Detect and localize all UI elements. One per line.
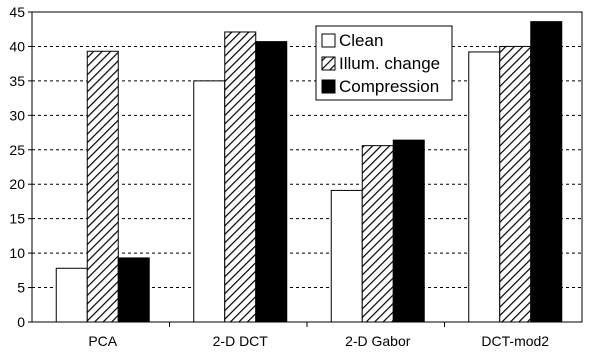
x-tick-labels: PCA 2-D DCT 2-D Gabor DCT-mod2 — [88, 333, 549, 349]
bar-compression — [530, 21, 563, 323]
legend-swatch — [321, 56, 336, 71]
y-tick-label: 35 — [9, 73, 25, 89]
x-tick-label: DCT-mod2 — [481, 333, 549, 349]
x-tick-label: 2-D Gabor — [345, 333, 411, 349]
bar-clean — [468, 51, 501, 323]
bar-illum-change — [224, 31, 257, 323]
x-tick-label: PCA — [88, 333, 117, 349]
bars — [55, 21, 563, 323]
y-tick-labels: 0 5 10 15 20 25 30 35 40 45 — [9, 4, 25, 330]
legend-swatch — [321, 33, 336, 48]
bar-compression — [117, 257, 150, 323]
bar-compression — [255, 41, 288, 323]
y-tick-label: 15 — [9, 211, 25, 227]
y-tick-label: 45 — [9, 4, 25, 20]
y-tick-label: 20 — [9, 176, 25, 192]
y-tick-label: 0 — [17, 314, 25, 330]
plot-frame — [31, 11, 583, 323]
bar-clean — [55, 267, 88, 323]
bar-illum-change — [86, 50, 119, 323]
legend-box — [315, 25, 453, 101]
bar-illum-change — [361, 145, 394, 323]
y-tick-label: 25 — [9, 142, 25, 158]
y-tick-label: 5 — [17, 280, 25, 296]
y-tick-label: 40 — [9, 38, 25, 54]
bar-clean — [193, 80, 226, 323]
legend-swatch — [321, 79, 336, 94]
legend-label: Illum. change — [339, 54, 440, 73]
x-tick-label: 2-D DCT — [213, 333, 269, 349]
legend-label: Clean — [339, 31, 383, 50]
y-tick-label: 10 — [9, 245, 25, 261]
legend-label: Compression — [339, 77, 439, 96]
y-tick-label: 30 — [9, 107, 25, 123]
bar-illum-change — [499, 45, 532, 323]
legend: Clean Illum. change Compression — [315, 25, 453, 101]
bar-clean — [330, 189, 363, 323]
axes — [28, 11, 583, 327]
bar-compression — [392, 139, 425, 323]
